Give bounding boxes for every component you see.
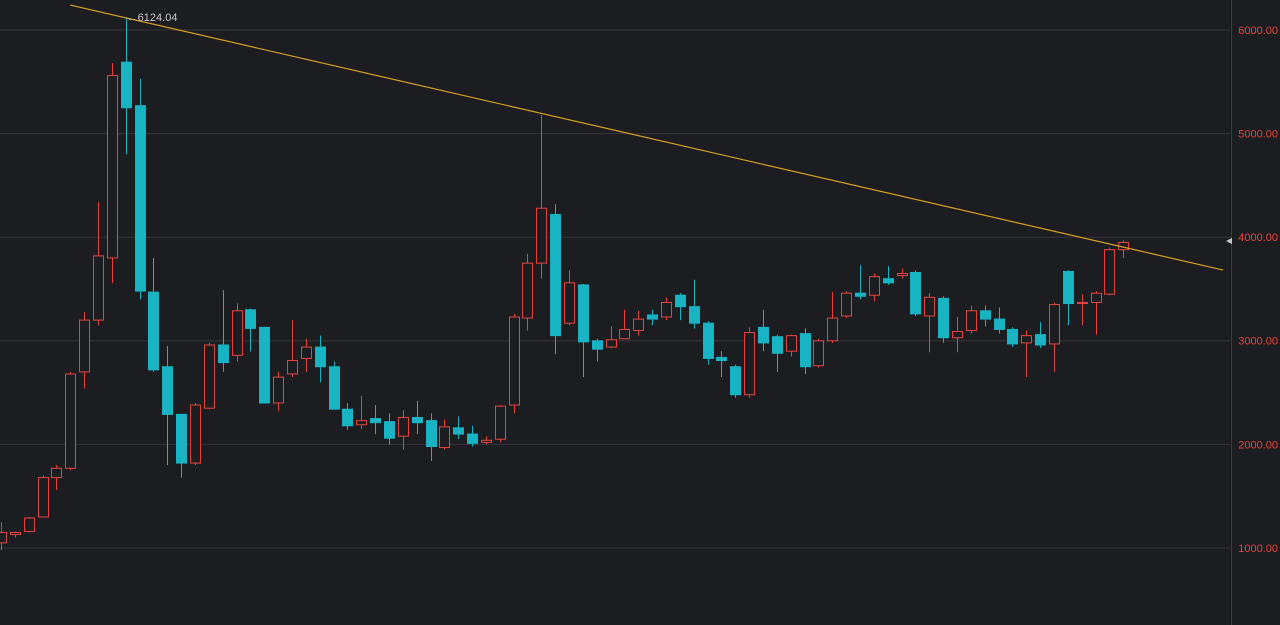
candle-body: [1021, 335, 1032, 344]
y-tick-label: 3000.00: [1238, 336, 1278, 348]
y-tick-label: 6000.00: [1238, 25, 1278, 37]
candle-body: [647, 314, 658, 320]
candle-body: [883, 278, 894, 284]
candle-body: [827, 317, 838, 342]
candle-body: [135, 105, 146, 292]
candle-body: [869, 276, 880, 296]
candle-body: [65, 373, 76, 469]
candle-body: [439, 426, 450, 449]
candle-body: [453, 427, 464, 435]
candle-body: [481, 439, 492, 443]
candle-body: [162, 366, 173, 415]
candle-body: [1049, 304, 1060, 345]
candle-body: [232, 310, 243, 356]
candle-body: [800, 333, 811, 368]
candle-body: [1035, 334, 1046, 346]
candle-body: [689, 306, 700, 324]
candle-body: [564, 282, 575, 324]
candle-body: [994, 318, 1005, 330]
candle-body: [315, 346, 326, 368]
candle-body: [841, 292, 852, 317]
candle-body: [910, 271, 921, 315]
candle-body: [412, 416, 423, 424]
candle-body: [218, 344, 229, 364]
candle-body: [0, 531, 7, 544]
candle-body: [938, 297, 949, 339]
candle-body: [786, 335, 797, 352]
candle-body: [606, 339, 617, 348]
candle-body: [398, 416, 409, 437]
candle-body: [121, 61, 132, 109]
candle-body: [370, 418, 381, 424]
candle-body: [10, 531, 21, 536]
candle-body: [342, 408, 353, 427]
candle-body: [744, 332, 755, 396]
candle-body: [855, 292, 866, 297]
candle-body: [661, 302, 672, 318]
candle-body: [509, 316, 520, 406]
max-annotation: ←6124.04: [127, 12, 178, 24]
candle-body: [578, 284, 589, 343]
candle-body: [758, 326, 769, 344]
candle-body: [190, 404, 201, 464]
y-tick-label: 4000.00: [1238, 232, 1278, 244]
candle-body: [1063, 270, 1074, 305]
y-tick-label: 5000.00: [1238, 129, 1278, 141]
candle-body: [813, 340, 824, 367]
candle-body: [730, 366, 741, 396]
candle-body: [633, 318, 644, 331]
candle-body: [716, 356, 727, 362]
candle-body: [38, 477, 49, 518]
candle-body: [1077, 302, 1088, 305]
candle-body: [980, 310, 991, 320]
candle-body: [522, 262, 533, 319]
candle-body: [176, 413, 187, 464]
candle-body: [93, 255, 104, 321]
y-tick-label: 1000.00: [1238, 543, 1278, 555]
candle-body: [384, 421, 395, 439]
candle-body: [495, 405, 506, 440]
candle-body: [966, 310, 977, 331]
candle-body: [329, 366, 340, 410]
candle-body: [467, 433, 478, 444]
candle-body: [107, 75, 118, 259]
candle-body: [356, 420, 367, 426]
trendline: [70, 4, 1224, 271]
candle-body: [952, 331, 963, 339]
candle-body: [287, 360, 298, 375]
candle-body: [301, 346, 312, 359]
price-marker: [1226, 238, 1232, 244]
candle-body: [536, 207, 547, 264]
candle-body: [79, 319, 90, 373]
candle-body: [273, 376, 284, 404]
candle-body: [1091, 292, 1102, 304]
candle-body: [1007, 328, 1018, 345]
candle-body: [703, 322, 714, 359]
candle-body: [259, 326, 270, 404]
candle-body: [245, 309, 256, 329]
y-tick-label: 2000.00: [1238, 439, 1278, 451]
candle-body: [924, 296, 935, 317]
candle-body: [51, 467, 62, 479]
candle-body: [24, 517, 35, 532]
candle-body: [426, 420, 437, 448]
candle-body: [619, 328, 630, 340]
candle-body: [772, 336, 783, 354]
candle-body: [1104, 249, 1115, 295]
candle-body: [148, 291, 159, 371]
candle-body: [897, 272, 908, 277]
candle-body: [550, 213, 561, 337]
candle-body: [204, 344, 215, 409]
candle-body: [675, 294, 686, 308]
candle-body: [592, 340, 603, 350]
